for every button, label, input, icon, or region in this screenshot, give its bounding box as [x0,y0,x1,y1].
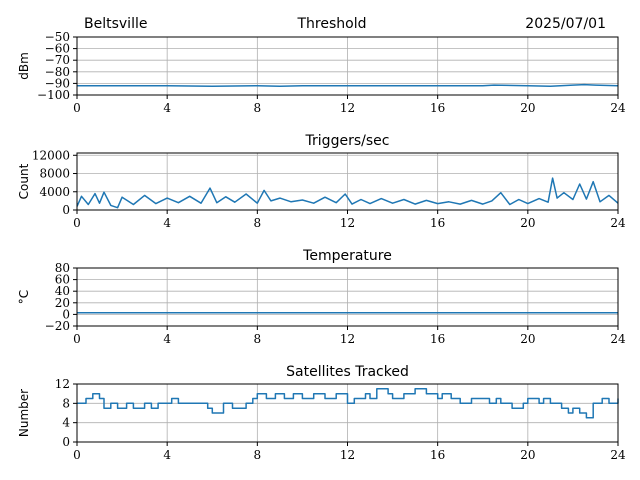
x-tick-label: 24 [610,101,626,115]
x-tick-label: 0 [73,448,81,462]
y-tick-label: −70 [45,53,70,67]
y-axis-label: dBm [17,52,31,80]
y-tick-label: 4000 [39,185,70,199]
y-tick-label: −20 [45,319,70,333]
y-tick-label: 0 [62,203,70,217]
y-tick-label: 4 [62,416,70,430]
header-title: Threshold [297,16,367,32]
x-tick-label: 24 [610,332,626,346]
y-tick-label: 0 [62,435,70,449]
x-tick-label: 8 [254,216,262,230]
y-tick-label: 8000 [39,167,70,181]
x-tick-label: 12 [340,216,355,230]
y-tick-label: 0 [62,307,70,321]
x-tick-label: 20 [520,448,535,462]
header-date: 2025/07/01 [525,16,606,32]
x-tick-label: 24 [610,448,626,462]
y-tick-label: 40 [55,284,70,298]
y-axis-label: Count [17,163,31,199]
chart-panel-4: 0 4 8 12 16 20 24 0 4 8 12 Satellites Tracked Number [17,364,626,462]
x-tick-label: 16 [430,448,445,462]
x-tick-label: 12 [340,448,355,462]
series-line [76,177,619,209]
x-tick-label: 4 [163,101,171,115]
chart-title: Temperature [302,248,392,264]
y-tick-label: 20 [55,296,70,310]
y-axis-label: Number [17,389,31,437]
x-tick-label: 16 [430,332,445,346]
y-tick-label: 8 [62,396,70,410]
x-tick-label: 4 [163,332,171,346]
x-tick-label: 16 [430,216,445,230]
x-tick-label: 0 [73,101,81,115]
x-tick-label: 8 [254,448,262,462]
chart-panel-2: 0 4 8 12 16 20 24 0 4000 8000 12000 Triggers/sec Cou… [17,133,626,230]
x-tick-label: 20 [520,101,535,115]
y-tick-label: 60 [55,273,70,287]
y-tick-label: −100 [37,88,70,102]
x-tick-label: 16 [430,101,445,115]
chart-title: Triggers/sec [305,133,390,149]
x-tick-label: 4 [163,216,171,230]
x-tick-label: 12 [340,101,355,115]
x-tick-label: 20 [520,216,535,230]
x-tick-label: 20 [520,332,535,346]
x-tick-label: 0 [73,332,81,346]
x-tick-label: 0 [73,216,81,230]
x-tick-label: 8 [254,101,262,115]
y-axis-label: °C [17,290,31,304]
x-tick-label: 12 [340,332,355,346]
series-line [77,83,619,88]
chart-title: Satellites Tracked [286,364,409,380]
series-line [77,388,619,419]
x-tick-label: 4 [163,448,171,462]
y-tick-label: −90 [45,76,70,90]
x-tick-label: 24 [610,216,626,230]
y-tick-label: 12 [55,377,70,391]
chart-panel-1: 0 4 8 12 16 20 24 −100−90−80−70−60−50 dBm [17,30,626,115]
y-tick-label: −50 [45,30,70,44]
y-tick-label: −80 [45,65,70,79]
x-tick-label: 8 [254,332,262,346]
y-tick-label: 80 [55,261,70,275]
y-tick-label: 12000 [32,148,70,162]
y-tick-label: −60 [45,42,70,56]
station-name: Beltsville [84,16,147,32]
